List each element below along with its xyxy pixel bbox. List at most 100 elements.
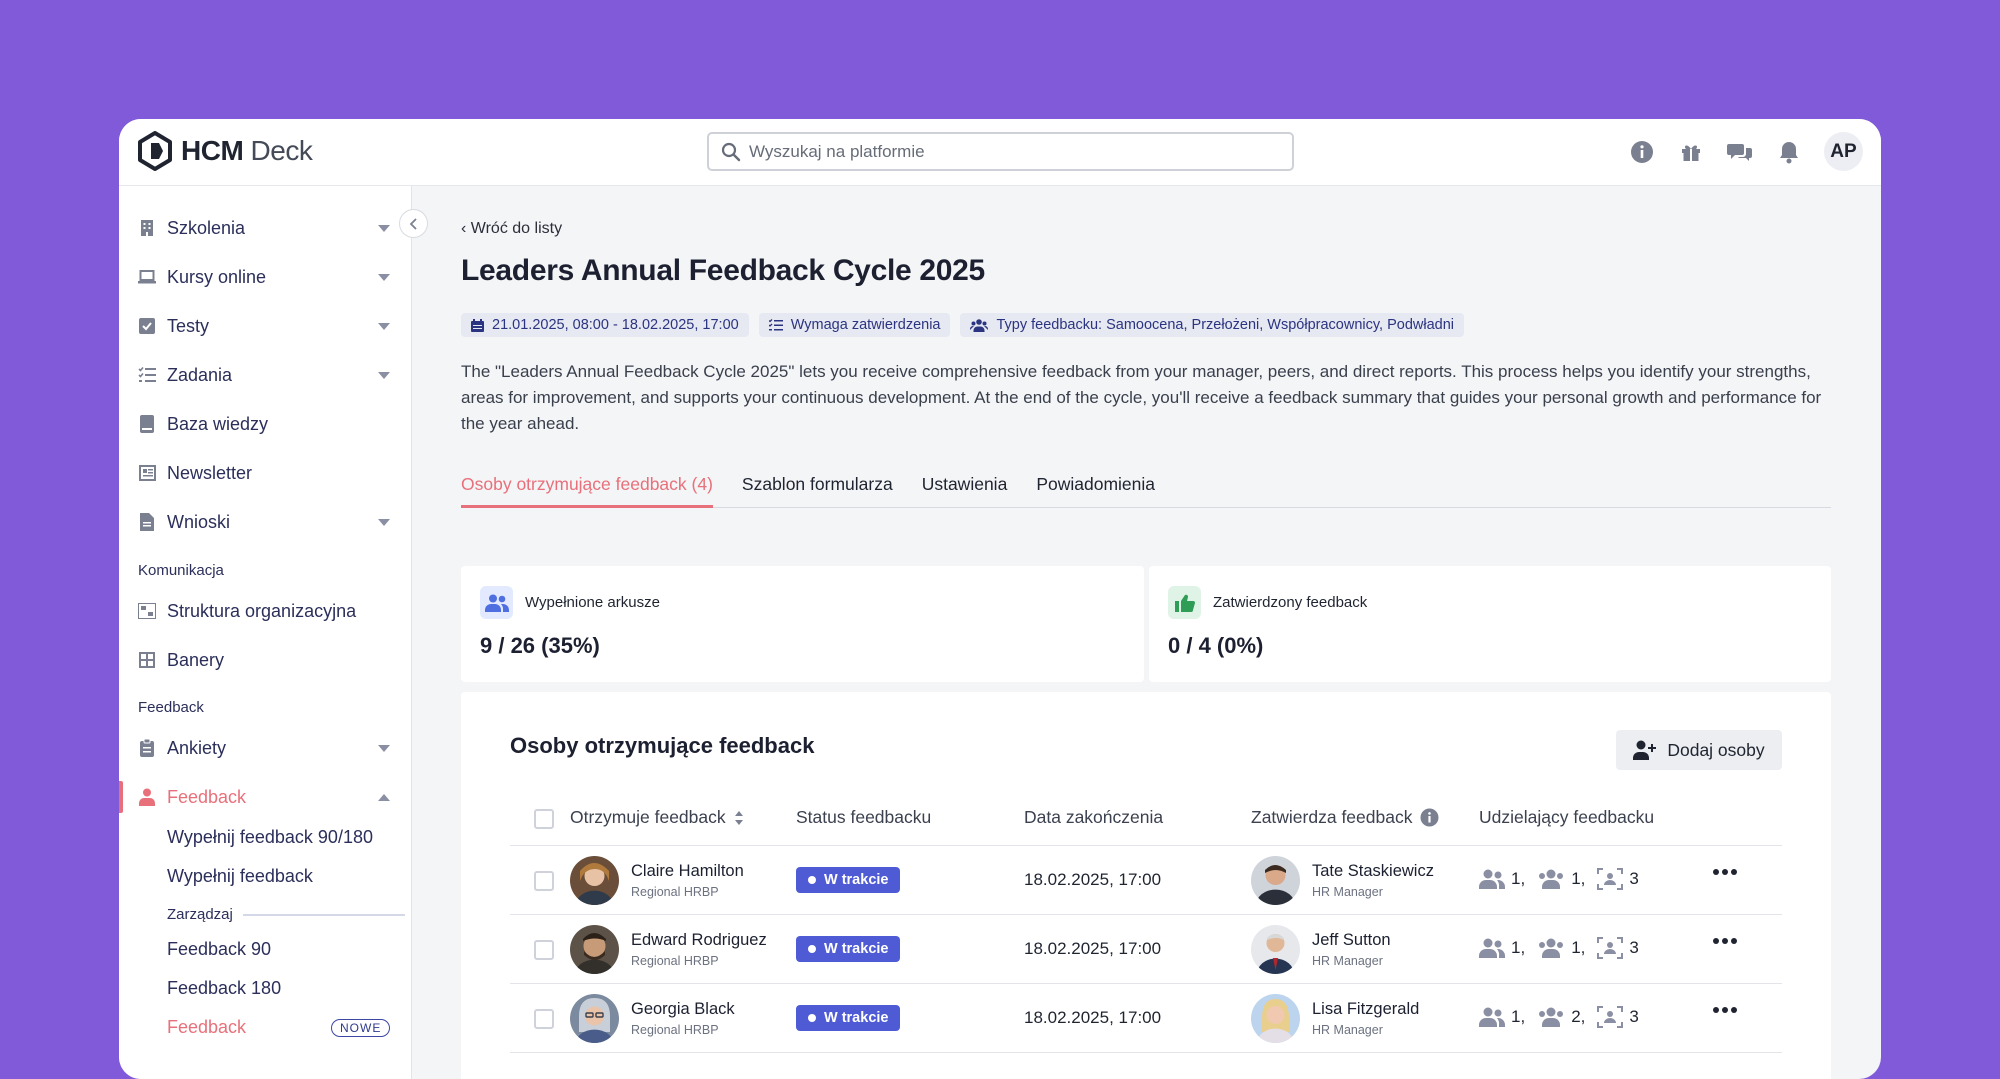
sidebar: Szkolenia Kursy online Testy Zadania Baz…	[119, 186, 412, 1079]
sidebar-item-szkolenia[interactable]: Szkolenia	[119, 208, 411, 248]
table-row[interactable]: Edward Rodriguez Regional HRBP W trakcie …	[510, 916, 1782, 984]
chevron-down-icon	[378, 323, 390, 330]
manage-label-text: Zarządzaj	[167, 906, 233, 923]
sidebar-item-kursy-online[interactable]: Kursy online	[119, 257, 411, 297]
sidebar-item-label: Feedback	[167, 786, 247, 807]
sidebar-item-banery[interactable]: Banery	[119, 640, 411, 680]
sidebar-item-label: Struktura organizacyjna	[167, 600, 357, 621]
end-date: 18.02.2025, 17:00	[1024, 939, 1162, 958]
sidebar-item-feedback[interactable]: Feedback	[119, 777, 411, 817]
sidebar-item-zadania[interactable]: Zadania	[119, 355, 411, 395]
select-all-checkbox[interactable]	[534, 809, 554, 829]
row-checkbox[interactable]	[534, 871, 554, 891]
avatar	[570, 856, 619, 905]
more-actions-icon[interactable]	[1713, 869, 1737, 875]
peers-icon	[1539, 869, 1564, 889]
thumbs-up-icon	[1168, 586, 1201, 619]
gift-icon[interactable]	[1677, 138, 1704, 165]
status-badge: W trakcie	[796, 867, 901, 893]
sidebar-subitem-feedback-180[interactable]: Feedback 180	[167, 978, 282, 998]
approver-name: Tate Staskiewicz	[1312, 862, 1434, 880]
approver-person[interactable]: Lisa Fitzgerald HR Manager	[1251, 994, 1419, 1043]
table-row[interactable]: Georgia Black Regional HRBP W trakcie 18.…	[510, 985, 1782, 1053]
tab-form-template[interactable]: Szablon formularza	[741, 474, 893, 494]
more-actions-icon[interactable]	[1713, 1007, 1737, 1013]
recipients-panel: Osoby otrzymujące feedback Dodaj osoby O…	[461, 692, 1831, 1079]
receiver-name: Edward Rodriguez	[631, 931, 767, 949]
laptop-icon	[138, 268, 156, 286]
table-row[interactable]: Claire Hamilton Regional HRBP W trakcie 1…	[510, 847, 1782, 915]
sidebar-item-wnioski[interactable]: Wnioski	[119, 502, 411, 542]
receiver-name: Claire Hamilton	[631, 862, 744, 880]
col-approver-label: Zatwierdza feedback	[1251, 807, 1413, 827]
sidebar-item-newsletter[interactable]: Newsletter	[119, 453, 411, 493]
sort-icon[interactable]	[734, 810, 744, 826]
sidebar-item-label: Ankiety	[167, 737, 227, 758]
sidebar-item-baza-wiedzy[interactable]: Baza wiedzy	[119, 404, 411, 444]
team-icon	[1597, 937, 1624, 959]
sidebar-item-label: Testy	[167, 315, 210, 336]
givers-peers-count: 1,	[1571, 869, 1586, 888]
receiver-person[interactable]: Georgia Black Regional HRBP	[570, 994, 735, 1043]
approver-role: HR Manager	[1312, 885, 1383, 899]
peers-icon	[1539, 1007, 1564, 1027]
sidebar-collapse-button[interactable]	[399, 209, 428, 238]
givers-superiors-count: 1,	[1511, 1007, 1526, 1026]
sidebar-subitem-feedback[interactable]: Feedback	[167, 1017, 247, 1037]
info-icon[interactable]	[1420, 808, 1439, 827]
search-input[interactable]	[749, 141, 1269, 162]
sidebar-item-testy[interactable]: Testy	[119, 306, 411, 346]
tab-notifications[interactable]: Powiadomienia	[1036, 474, 1155, 494]
chevron-down-icon	[378, 372, 390, 379]
info-icon[interactable]	[1628, 138, 1655, 165]
team-icon	[1597, 1006, 1624, 1028]
avatar	[1251, 856, 1300, 905]
back-link-label: Wróć do listy	[470, 220, 563, 237]
calendar-icon	[471, 318, 484, 332]
end-date: 18.02.2025, 17:00	[1024, 1008, 1162, 1027]
clipboard-icon	[138, 739, 156, 757]
logo-text-light: Deck	[250, 135, 313, 166]
user-avatar[interactable]: AP	[1824, 132, 1863, 171]
table-header: Otrzymuje feedback Status feedbacku Data…	[510, 796, 1782, 846]
bell-icon[interactable]	[1775, 138, 1802, 165]
receiver-person[interactable]: Claire Hamilton Regional HRBP	[570, 856, 744, 905]
approval-chip: Wymaga zatwierdzenia	[758, 313, 951, 337]
add-people-button[interactable]: Dodaj osoby	[1616, 730, 1782, 770]
row-checkbox[interactable]	[534, 940, 554, 960]
col-status: Status feedbacku	[796, 807, 931, 828]
sidebar-subitem-feedback-90[interactable]: Feedback 90	[167, 939, 272, 959]
sidebar-subitem-fill-90-180[interactable]: Wypełnij feedback 90/180	[167, 827, 373, 847]
avatar	[570, 925, 619, 974]
org-chart-icon	[138, 602, 156, 620]
cycle-description: The "Leaders Annual Feedback Cycle 2025"…	[461, 362, 1822, 433]
avatar	[570, 994, 619, 1043]
status-badge: W trakcie	[796, 1005, 901, 1031]
chat-icon[interactable]	[1726, 138, 1753, 165]
tab-settings[interactable]: Ustawienia	[921, 474, 1008, 494]
row-checkbox[interactable]	[534, 1009, 554, 1029]
chevron-down-icon	[378, 225, 390, 232]
approver-person[interactable]: Tate Staskiewicz HR Manager	[1251, 856, 1434, 905]
stat-card-approved-feedback: Zatwierdzony feedback 0 / 4 (0%)	[1149, 566, 1831, 682]
approver-role: HR Manager	[1312, 954, 1383, 968]
search-box[interactable]	[707, 132, 1294, 171]
more-actions-icon[interactable]	[1713, 938, 1737, 944]
givers-summary: 1, 2, 3	[1479, 1006, 1651, 1028]
add-user-icon	[1633, 740, 1657, 760]
approver-person[interactable]: Jeff Sutton HR Manager	[1251, 925, 1391, 974]
sidebar-item-ankiety[interactable]: Ankiety	[119, 728, 411, 768]
receiver-person[interactable]: Edward Rodriguez Regional HRBP	[570, 925, 767, 974]
logo[interactable]: HCM Deck	[137, 131, 313, 171]
sidebar-subitem-fill-feedback[interactable]: Wypełnij feedback	[167, 866, 313, 886]
chevron-down-icon	[378, 745, 390, 752]
approval-text: Wymaga zatwierdzenia	[790, 317, 941, 333]
back-link[interactable]: ‹ Wróć do listy	[461, 220, 563, 237]
col-receiver-label: Otrzymuje feedback	[570, 807, 726, 827]
chevron-down-icon	[378, 274, 390, 281]
sidebar-item-struktura[interactable]: Struktura organizacyjna	[119, 591, 411, 631]
receiver-role: Regional HRBP	[631, 885, 719, 899]
col-receiver[interactable]: Otrzymuje feedback	[570, 807, 744, 828]
panel-title: Osoby otrzymujące feedback	[510, 733, 815, 758]
tab-recipients[interactable]: Osoby otrzymujące feedback (4)	[461, 474, 713, 508]
